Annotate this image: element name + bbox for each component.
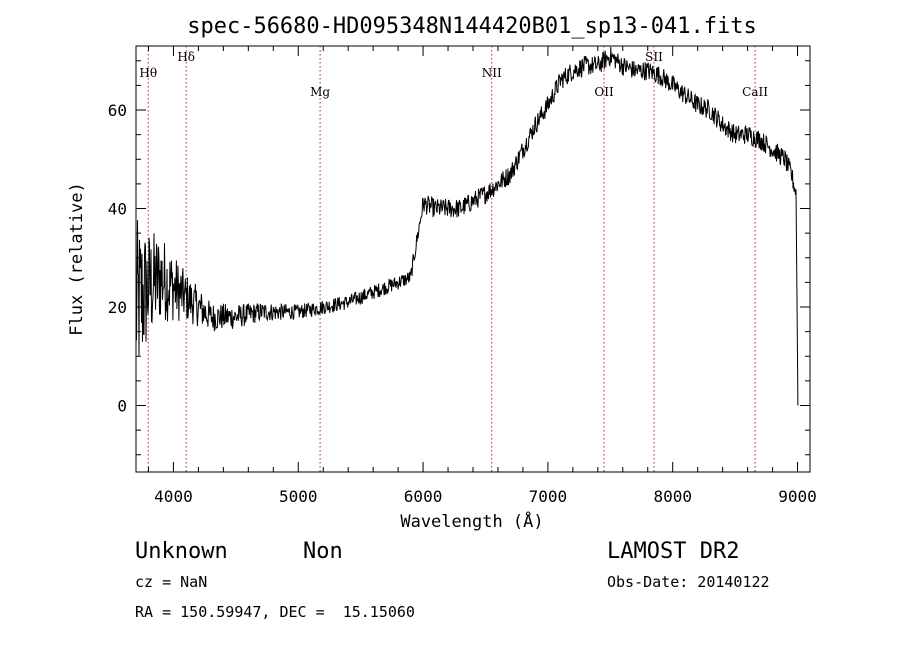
x-tick-label: 9000 [778,487,817,506]
ra-dec-coordinates: RA = 150.59947, DEC = 15.15060 [135,603,415,621]
x-tick-label: 8000 [653,487,692,506]
spectral-line-label: Mg [310,85,330,99]
spectral-line-label: CaII [742,85,768,99]
spectral-line-label: Hδ [177,50,195,64]
y-axis-ticks: 0 20 40 60 [108,60,810,456]
spectral-line-markers: Hθ Hδ Mg NII OII SII CaII [139,46,768,472]
spectrum-series-line [135,46,799,406]
chart-title: spec-56680-HD095348N144420B01_sp13-041.f… [187,14,757,39]
observation-date: Obs-Date: 20140122 [607,573,770,591]
y-axis-label: Flux (relative) [67,182,87,336]
spectral-line-label: NII [482,66,502,80]
redshift-cz: cz = NaN [135,573,208,591]
x-tick-label: 4000 [154,487,193,506]
spectral-line-label: OII [594,85,614,99]
x-axis-label: Wavelength (Å) [400,510,543,532]
spectral-line-label: Hθ [139,66,157,80]
x-tick-label: 7000 [529,487,568,506]
y-tick-label: 40 [108,200,127,219]
x-tick-label: 5000 [279,487,318,506]
survey-name: LAMOST DR2 [607,539,740,564]
x-axis-ticks: 4000 5000 6000 7000 8000 9000 [147,46,817,506]
object-subclass: Non [303,539,343,564]
y-tick-label: 60 [108,101,127,120]
x-tick-label: 6000 [404,487,443,506]
y-tick-label: 0 [117,397,127,416]
y-tick-label: 20 [108,298,127,317]
spectral-line-label: SII [645,50,663,64]
object-class: Unknown [135,539,228,564]
